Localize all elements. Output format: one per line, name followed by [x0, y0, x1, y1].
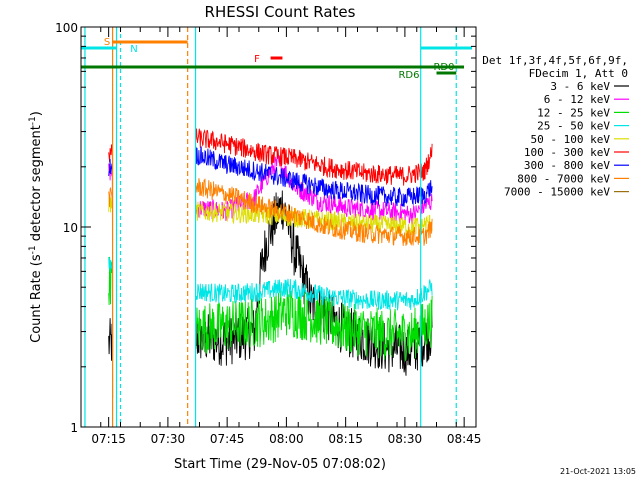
- series-line-3-segment-1: [195, 278, 433, 311]
- x-tick-label-6: 08:45: [447, 432, 482, 446]
- y-tick-label-2: 100: [55, 21, 78, 35]
- y-tick-label-1: 10: [63, 221, 78, 235]
- x-tick-label-0: 07:15: [91, 432, 126, 446]
- series-line-7-segment-1: [195, 178, 433, 246]
- legend-label-6: 300 - 800 keV: [524, 159, 610, 172]
- legend-label-1: 6 - 12 keV: [544, 93, 611, 106]
- series-line-2-segment-1: [195, 289, 433, 362]
- series-layer: [108, 128, 433, 398]
- legend-label-5: 100 - 300 keV: [524, 146, 610, 159]
- footer-timestamp: 21-Oct-2021 13:05: [560, 467, 636, 476]
- x-tick-label-2: 07:45: [210, 432, 245, 446]
- legend-header-line-1: Det 1f,3f,4f,5f,6f,9f,: [482, 54, 628, 67]
- legend-label-3: 25 - 50 keV: [537, 120, 610, 133]
- x-tick-label-4: 08:15: [328, 432, 363, 446]
- y-axis-label: Count Rate (s-1 detector segment-1): [28, 111, 44, 343]
- axis-layer: 1 10 100 07:15 07:30 07:45 08:00 08:15 08:30 08:4…: [55, 21, 481, 446]
- plot-frame: [80, 26, 477, 428]
- series-line-5-segment-1: [195, 128, 433, 186]
- annotation-s: S: [104, 37, 110, 48]
- legend-label-4: 50 - 100 keV: [531, 133, 611, 146]
- legend: Det 1f,3f,4f,5f,6f,9f, FDecim 1, Att 0 3…: [482, 54, 629, 199]
- legend-header-line-2: FDecim 1, Att 0: [529, 67, 628, 80]
- x-tick-label-1: 07:30: [151, 432, 186, 446]
- legend-label-7: 800 - 7000 keV: [517, 172, 610, 185]
- annotation-layer: S N F RD0 RD6: [81, 27, 472, 427]
- y-tick-label-0: 1: [70, 421, 78, 435]
- legend-label-0: 3 - 6 keV: [550, 80, 610, 93]
- series-line-0-segment-1: [195, 190, 433, 376]
- chart-title: RHESSI Count Rates: [205, 3, 356, 21]
- series-line-6-segment-1: [195, 146, 433, 207]
- annotation-f: F: [254, 54, 260, 65]
- x-axis-label: Start Time (29-Nov-05 07:08:02): [174, 457, 386, 472]
- x-tick-label-3: 08:00: [269, 432, 304, 446]
- legend-label-8: 7000 - 15000 keV: [504, 186, 610, 199]
- annotation-rd0: RD0: [433, 62, 454, 73]
- legend-label-2: 12 - 25 keV: [537, 106, 610, 119]
- x-tick-label-5: 08:30: [388, 432, 423, 446]
- annotation-n: N: [130, 44, 137, 55]
- annotation-rd6: RD6: [398, 70, 419, 81]
